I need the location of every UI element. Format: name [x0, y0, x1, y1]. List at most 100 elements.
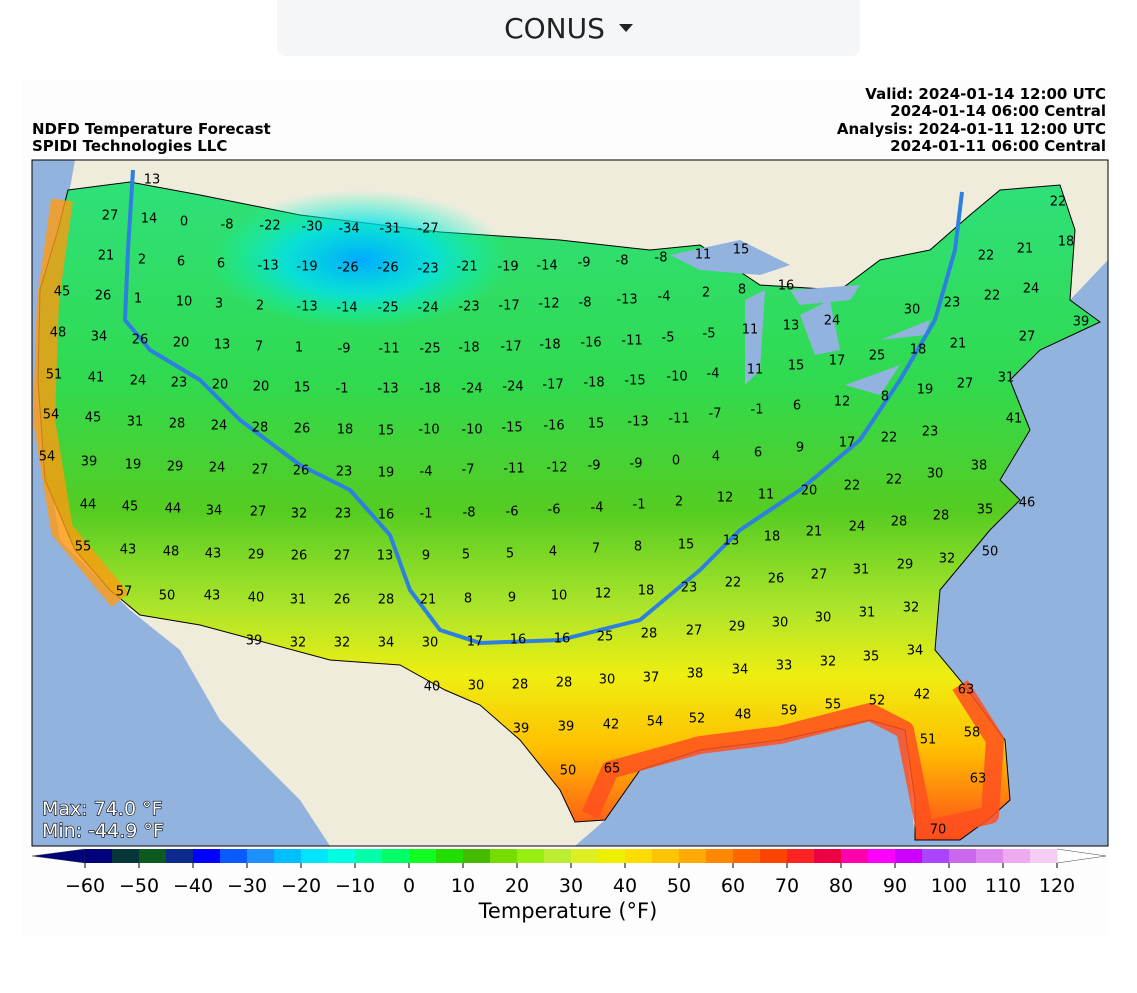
colorbar-segment: [166, 849, 194, 863]
station-temp: -10: [666, 370, 687, 385]
station-temp: 50: [560, 764, 577, 779]
station-temp: 19: [917, 383, 934, 398]
colorbar-segment: [463, 849, 491, 863]
station-temp: 19: [378, 466, 395, 481]
station-temp: 15: [733, 243, 750, 258]
map-subtitle: SPIDI Technologies LLC: [32, 137, 227, 155]
station-temp: 1: [134, 292, 142, 307]
station-temp: 23: [922, 425, 939, 440]
colorbar-tick-label: −30: [227, 875, 267, 897]
station-temp: 31: [859, 606, 876, 621]
station-temp: 54: [43, 408, 60, 423]
colorbar-tick-label: 50: [667, 875, 691, 897]
station-temp: 22: [844, 479, 861, 494]
station-temp: 20: [801, 484, 818, 499]
station-temp: 26: [294, 422, 311, 437]
station-temp: -19: [296, 260, 317, 275]
station-temp: 46: [1019, 496, 1036, 511]
station-temp: 26: [334, 593, 351, 608]
station-temp: -11: [503, 462, 524, 477]
station-temp: 4: [549, 545, 557, 560]
station-temp: -6: [506, 505, 519, 520]
map-frame: [31, 159, 1109, 847]
station-temp: 48: [50, 326, 67, 341]
station-temp: -27: [417, 222, 438, 237]
colorbar-segment: [382, 849, 410, 863]
colorbar-segment: [1030, 849, 1058, 863]
cold-pool: [210, 190, 510, 330]
colorbar-segment: [355, 849, 383, 863]
colorbar-segment: [247, 849, 275, 863]
colorbar-segment: [139, 849, 167, 863]
station-temp: 39: [558, 720, 575, 735]
colorbar-segment: [328, 849, 356, 863]
gulf-warm-band: [581, 680, 1004, 839]
station-temp: -4: [420, 465, 433, 480]
station-temp: -16: [580, 336, 601, 351]
station-temp: -23: [417, 262, 438, 277]
station-temp: 37: [643, 671, 660, 686]
dropdown-caret[interactable]: [618, 24, 633, 32]
station-temp: 9: [796, 441, 804, 456]
station-temp: 58: [964, 726, 981, 741]
station-temp: 13: [214, 338, 231, 353]
colorbar-tick-label: −20: [281, 875, 321, 897]
station-temp: -15: [501, 421, 522, 436]
station-temp: 18: [764, 530, 781, 545]
colorbar-segment: [1003, 849, 1031, 863]
station-temp: 9: [422, 549, 430, 564]
station-temp: -25: [419, 342, 440, 357]
station-temp: 55: [825, 698, 842, 713]
station-temp: 26: [768, 572, 785, 587]
station-temp: -12: [538, 297, 559, 312]
station-temp: -13: [296, 300, 317, 315]
station-temp: -18: [539, 338, 560, 353]
station-temp: 17: [839, 436, 856, 451]
station-temp: -1: [751, 403, 764, 418]
station-temp: -8: [616, 254, 629, 269]
station-temp: 16: [510, 633, 527, 648]
station-temp: 21: [1017, 242, 1034, 257]
station-temp: 24: [130, 374, 147, 389]
colorbar-tick-label: 100: [931, 875, 967, 897]
station-temp: 26: [95, 289, 112, 304]
station-temp: 70: [930, 823, 947, 838]
station-temp: 6: [177, 255, 185, 270]
station-temp: 27: [1019, 330, 1036, 345]
station-temp: 45: [54, 285, 71, 300]
station-temp: 6: [754, 446, 762, 461]
station-temp: 16: [378, 508, 395, 523]
map-title: NDFD Temperature Forecast: [32, 120, 271, 138]
station-temp: 24: [211, 419, 228, 434]
colorbar-segment: [85, 849, 113, 863]
station-temp: 28: [252, 421, 269, 436]
station-temp: 30: [422, 636, 439, 651]
dropdown-label[interactable]: CONUS: [504, 11, 605, 45]
station-temp: 15: [588, 417, 605, 432]
station-temp: 31: [127, 415, 144, 430]
colorbar-tick-label: −50: [119, 875, 159, 897]
station-temp: -26: [377, 261, 398, 276]
colorbar-tick-label: 30: [559, 875, 583, 897]
station-temp: 4: [712, 450, 720, 465]
colorbar-tick-label: −40: [173, 875, 213, 897]
station-temp: 51: [46, 368, 63, 383]
station-temp: -9: [338, 342, 351, 357]
lakes: [670, 240, 930, 395]
station-temp: 20: [173, 336, 190, 351]
station-temp: 2: [702, 286, 710, 301]
colorbar-segment: [976, 849, 1004, 863]
colorbar-segment: [409, 849, 437, 863]
region-dropdown[interactable]: CONUS: [277, 0, 860, 56]
station-temp: 22: [978, 249, 995, 264]
station-temp: 9: [508, 591, 516, 606]
station-temp: 30: [815, 611, 832, 626]
station-temp: -23: [458, 300, 479, 315]
station-temp: 48: [163, 545, 180, 560]
coast-warm-band: [33, 198, 129, 608]
station-temp: 23: [336, 465, 353, 480]
station-temp: 34: [378, 636, 395, 651]
colorbar-segment: [814, 849, 842, 863]
station-temp: 31: [998, 371, 1015, 386]
